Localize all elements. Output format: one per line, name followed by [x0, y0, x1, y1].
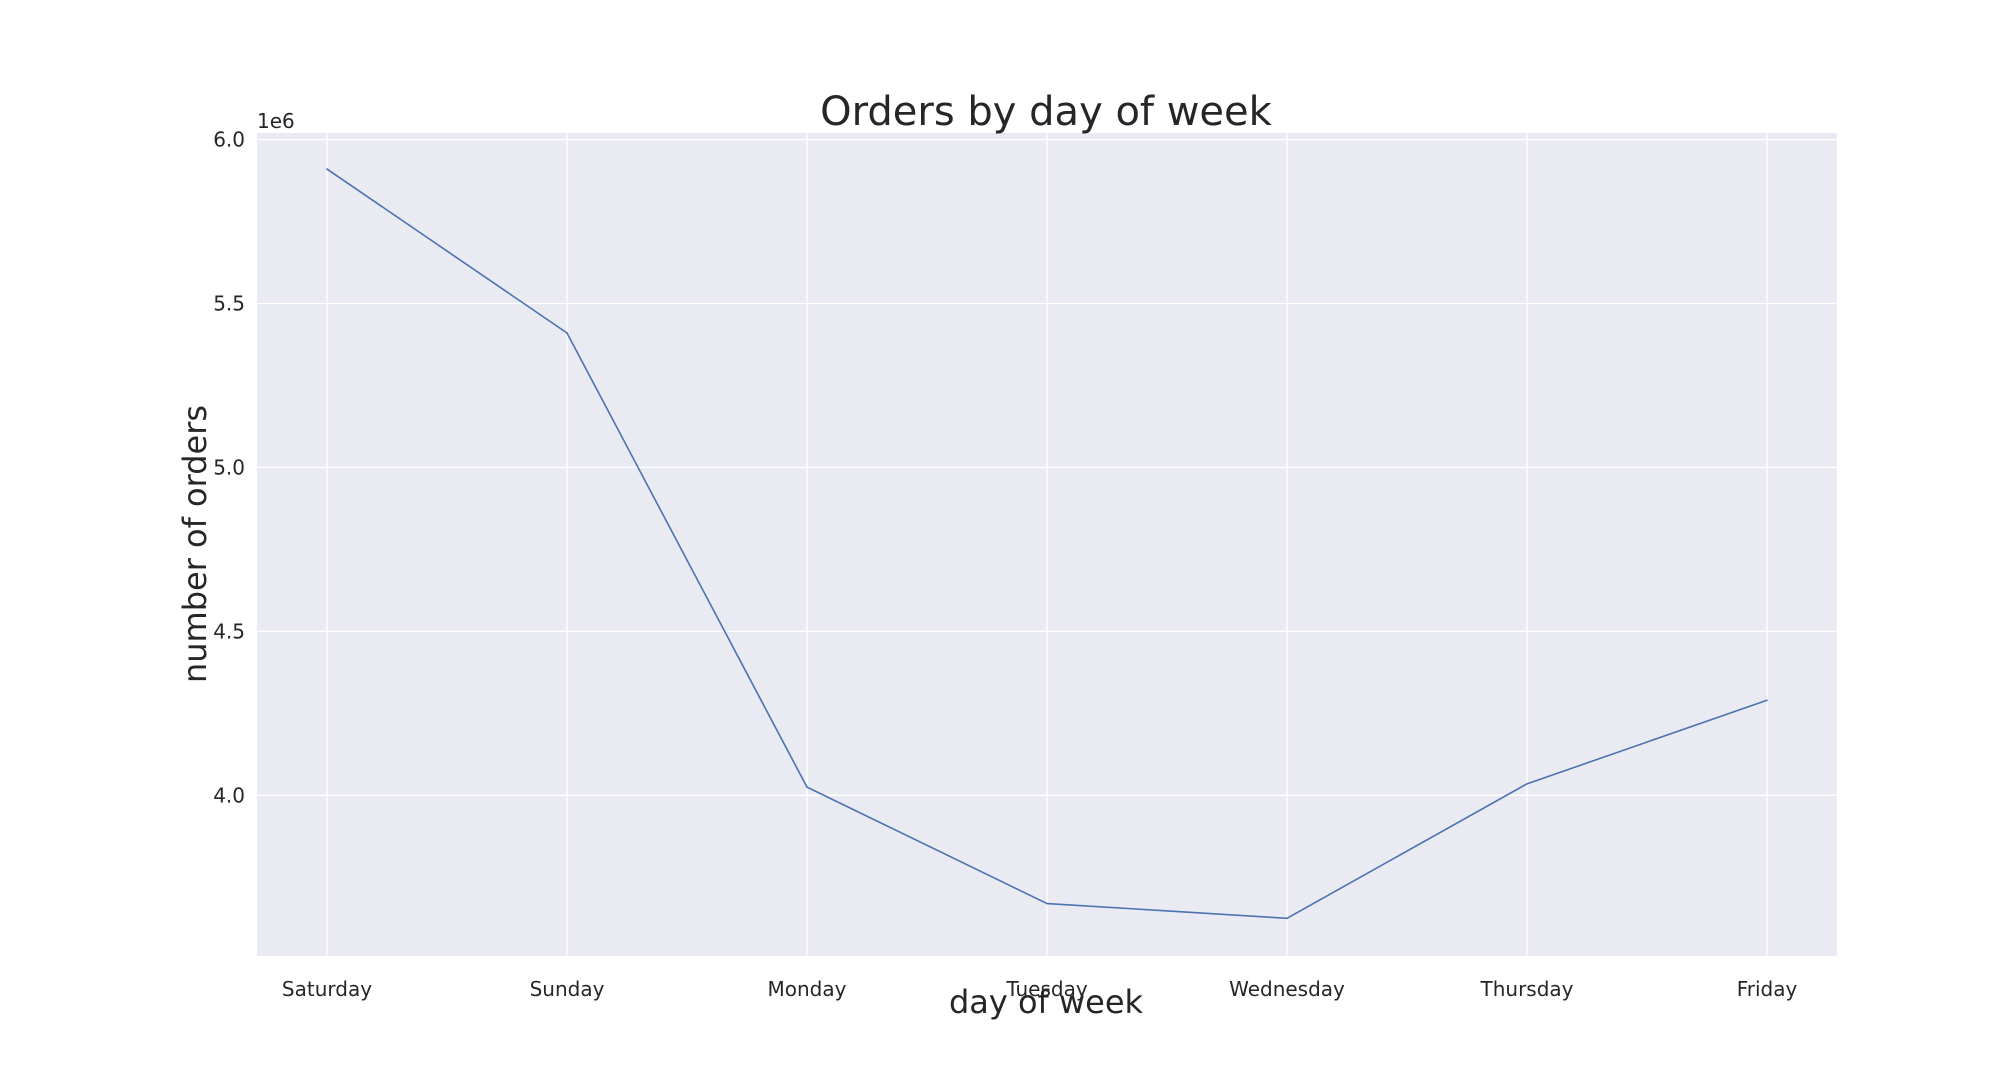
y-tick-label: 4.0 — [213, 783, 245, 807]
data-point — [1766, 699, 1768, 702]
series-layer — [326, 168, 1768, 920]
data-point — [326, 168, 328, 170]
x-tick-labels: Saturday Sunday Monday Tuesday Wednesday Thur… — [282, 977, 1798, 1001]
x-tick-label: Tuesday — [1005, 977, 1088, 1001]
data-point — [806, 786, 808, 788]
data-point — [566, 332, 568, 334]
data-point — [1526, 783, 1528, 785]
y-tick-label: 4.5 — [213, 619, 245, 643]
y-tick-labels: 4.0 4.5 5.0 5.5 6.0 — [213, 128, 245, 808]
y-axis-offset-label: 1e6 — [257, 109, 295, 133]
grid-lines — [257, 133, 1837, 956]
x-axis-label: day of week — [949, 983, 1144, 1021]
y-tick-label: 5.0 — [213, 455, 245, 479]
x-tick-label: Wednesday — [1229, 977, 1345, 1001]
y-tick-label: 6.0 — [213, 128, 245, 152]
chart-title: Orders by day of week — [820, 89, 1272, 135]
y-tick-label: 5.5 — [213, 292, 245, 316]
data-point — [1286, 917, 1288, 920]
x-tick-label: Friday — [1737, 977, 1798, 1001]
x-tick-label: Monday — [768, 977, 847, 1001]
x-tick-label: Saturday — [282, 977, 372, 1001]
y-axis-label: number of orders — [176, 405, 214, 683]
data-point — [1046, 902, 1048, 905]
x-tick-label: Sunday — [530, 977, 605, 1001]
x-tick-label: Thursday — [1480, 977, 1574, 1001]
